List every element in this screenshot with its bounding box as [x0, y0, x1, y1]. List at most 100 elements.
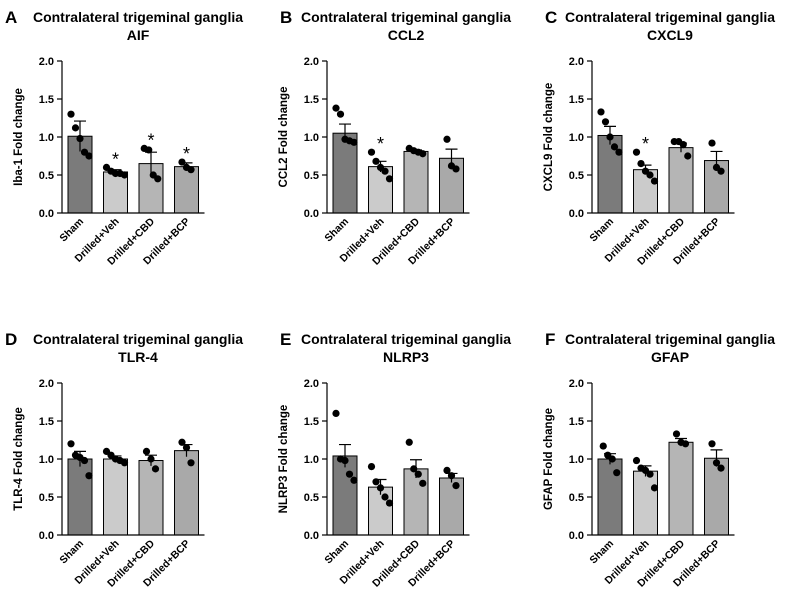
data-point: [610, 143, 619, 151]
chart-subtitle: CXCL9: [647, 27, 693, 43]
y-tick-label: 0.5: [39, 492, 54, 504]
y-tick-label: 1.5: [569, 94, 584, 106]
data-point: [154, 175, 162, 183]
bar: [633, 169, 658, 214]
bar: [403, 150, 429, 214]
data-point: [712, 459, 721, 467]
data-point: [336, 110, 345, 118]
data-point: [381, 493, 389, 501]
data-point: [376, 484, 385, 492]
y-tick-label: 2.0: [39, 378, 54, 390]
data-point: [385, 499, 394, 507]
data-point: [708, 139, 716, 147]
data-point: [452, 482, 460, 490]
data-point: [717, 167, 725, 175]
data-point: [646, 171, 654, 179]
y-axis-label: NLRP3 Fold change: [278, 405, 290, 514]
panel-letter: D: [5, 330, 17, 349]
data-point: [151, 465, 160, 473]
panel-letter: C: [545, 8, 557, 27]
data-point: [608, 455, 616, 463]
bar: [174, 166, 199, 214]
data-point: [708, 440, 716, 448]
y-tick-label: 0.5: [304, 170, 319, 182]
bar: [403, 468, 429, 536]
data-point: [178, 438, 186, 446]
data-point: [381, 167, 389, 175]
data-point: [367, 463, 376, 471]
bar: [138, 460, 164, 536]
x-tick-label: Sham: [57, 216, 86, 245]
bar: [332, 455, 358, 536]
y-tick-label: 0.0: [39, 530, 54, 542]
chart-subtitle: CCL2: [388, 27, 425, 43]
data-point: [637, 160, 645, 168]
data-point: [650, 177, 659, 185]
bar: [704, 457, 729, 536]
bar: [67, 458, 93, 536]
data-point: [71, 124, 80, 132]
y-tick-label: 1.0: [304, 454, 319, 466]
data-point: [350, 476, 358, 484]
y-axis-label: TLR-4 Fold change: [13, 407, 25, 511]
data-point: [67, 110, 75, 118]
data-point: [372, 157, 380, 165]
panel-letter: E: [280, 330, 291, 349]
y-tick-label: 0.0: [304, 530, 319, 542]
bar: [597, 134, 623, 214]
data-point: [367, 148, 376, 156]
y-tick-label: 1.0: [569, 132, 584, 144]
data-point: [597, 108, 605, 116]
significance-marker: *: [147, 130, 154, 150]
data-point: [419, 150, 427, 158]
chart-title: Contralateral trigeminal ganglia: [33, 331, 243, 347]
data-point: [601, 118, 610, 126]
data-point: [142, 447, 151, 455]
data-point: [447, 472, 456, 480]
y-tick-label: 0.0: [304, 208, 319, 220]
y-tick-label: 0.0: [569, 530, 584, 542]
bar: [633, 470, 658, 536]
data-point: [67, 440, 75, 448]
y-tick-label: 2.0: [39, 56, 54, 68]
y-tick-label: 1.5: [304, 416, 319, 428]
bar: [174, 450, 199, 536]
data-point: [443, 135, 451, 143]
data-point: [145, 146, 153, 154]
y-tick-label: 0.5: [304, 492, 319, 504]
data-point: [120, 171, 129, 179]
panel-letter: F: [545, 330, 555, 349]
chart-title: Contralateral trigeminal ganglia: [301, 9, 511, 25]
chart-subtitle: NLRP3: [383, 349, 429, 365]
y-tick-label: 1.5: [569, 416, 584, 428]
y-tick-label: 2.0: [569, 56, 584, 68]
data-point: [679, 141, 687, 149]
chart-subtitle: AIF: [127, 27, 150, 43]
x-tick-label: Sham: [587, 216, 616, 245]
data-point: [80, 456, 89, 465]
data-point: [410, 465, 418, 473]
chart-title: Contralateral trigeminal ganglia: [301, 331, 511, 347]
data-point: [385, 175, 394, 183]
data-point: [187, 166, 195, 174]
y-axis-label: GFAP Fold change: [543, 408, 555, 510]
x-tick-label: Sham: [322, 216, 351, 245]
y-axis-label: CXCL9 Fold change: [543, 83, 555, 192]
y-tick-label: 2.0: [569, 378, 584, 390]
y-tick-label: 1.0: [39, 454, 54, 466]
data-point: [85, 472, 93, 480]
bar: [368, 166, 393, 214]
y-tick-label: 0.5: [569, 170, 584, 182]
x-tick-label: Sham: [322, 538, 351, 567]
panel-letter: B: [280, 8, 292, 27]
y-axis-label: Iba-1 Fold change: [13, 88, 25, 186]
data-point: [405, 438, 413, 446]
data-point: [443, 466, 451, 474]
bar: [439, 477, 464, 536]
data-point: [632, 456, 641, 465]
y-tick-label: 1.5: [39, 94, 54, 106]
y-tick-label: 1.0: [304, 132, 319, 144]
significance-marker: *: [183, 144, 190, 164]
x-tick-label: Sham: [57, 538, 86, 567]
